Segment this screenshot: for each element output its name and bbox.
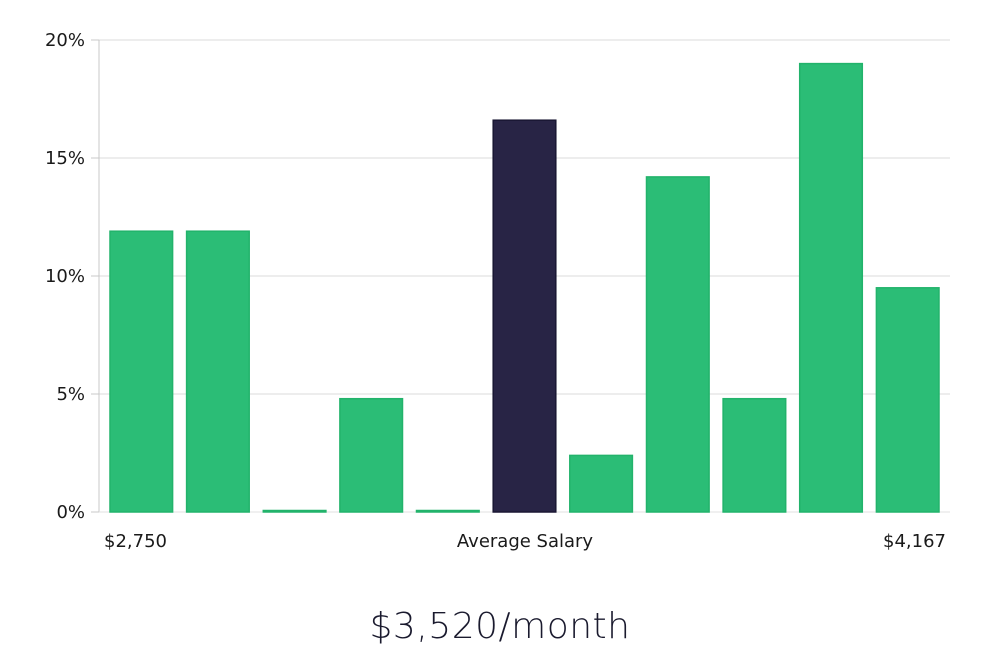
bar	[569, 454, 634, 513]
bars	[109, 62, 940, 513]
y-tick-label: 5%	[56, 384, 85, 405]
bar	[262, 509, 327, 513]
y-tick-label: 20%	[45, 30, 85, 51]
bar	[415, 509, 480, 513]
bar	[722, 397, 787, 513]
bar	[798, 62, 864, 513]
x-label-max: $4,167	[883, 531, 946, 552]
x-axis-labels: $2,750 Average Salary $4,167	[104, 531, 946, 552]
y-axis: 0% 5% 10% 15% 20%	[45, 30, 950, 523]
bar	[185, 230, 250, 513]
y-tick-label: 15%	[45, 148, 85, 169]
bar	[339, 397, 404, 513]
bar	[109, 230, 174, 513]
bar	[645, 176, 710, 513]
bar	[875, 287, 940, 513]
average-salary-value: $3,520/month	[369, 606, 631, 647]
bar-average-highlight	[492, 119, 557, 513]
y-tick-label: 0%	[56, 502, 85, 523]
y-tick-label: 10%	[45, 266, 85, 287]
x-label-average: Average Salary	[457, 531, 594, 552]
salary-distribution-chart: 0% 5% 10% 15% 20% $2,750 Average Salary $4,1…	[45, 30, 950, 552]
x-label-min: $2,750	[104, 531, 167, 552]
